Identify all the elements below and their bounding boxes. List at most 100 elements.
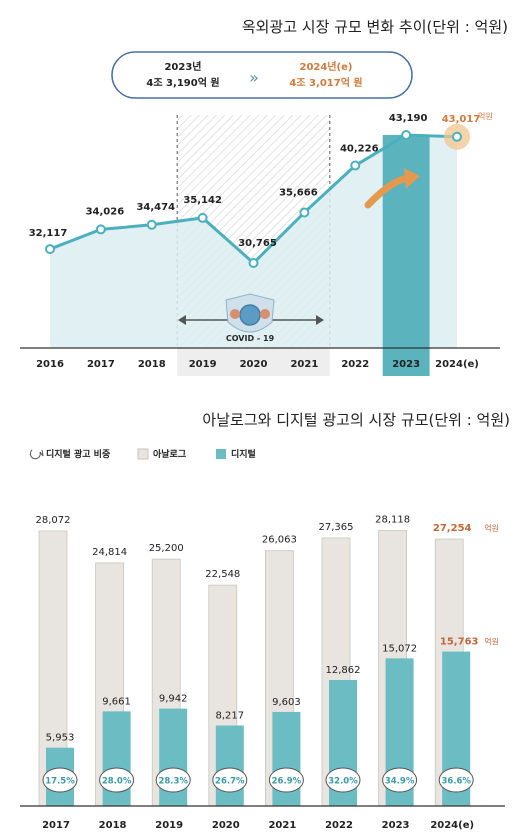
legend-digital-label: 디지털 (231, 448, 256, 460)
share-bubble (382, 767, 418, 793)
data-point (197, 212, 208, 223)
line-area-fill (50, 135, 457, 348)
data-point (350, 160, 361, 171)
analog-last-unit: 억원 (484, 523, 499, 533)
digital-value-label: 15,763 (440, 637, 479, 648)
callout-right-value: 4조 3,017억 원 (289, 76, 362, 89)
share-label: 36.6% (441, 777, 471, 787)
callout-arrow-icon: » (249, 68, 259, 87)
x-tick-label: 2019 (155, 820, 183, 831)
value-label: 30,765 (238, 238, 277, 249)
analog-value-label: 27,365 (319, 522, 354, 533)
analog-value-label: 25,200 (149, 543, 184, 554)
share-label: 28.3% (158, 777, 188, 787)
x-tick-label: 2016 (36, 359, 64, 370)
value-label: 35,142 (183, 195, 222, 206)
digital-bar (385, 658, 414, 806)
data-point (95, 224, 106, 235)
analog-value-label: 28,072 (36, 515, 71, 526)
callout-left-value: 4조 3,190억 원 (146, 76, 219, 89)
digital-last-unit: 억원 (484, 637, 499, 647)
digital-bar (46, 747, 74, 806)
share-bubble (99, 767, 135, 793)
digital-value-label: 12,862 (326, 665, 361, 676)
digital-bar (272, 711, 301, 806)
share-bubble (438, 767, 474, 793)
covid-virus-icon (178, 293, 324, 333)
data-point (452, 131, 462, 142)
analog-bar (151, 558, 181, 807)
last-value-unit: 억원 (478, 111, 493, 121)
share-label: 26.9% (272, 777, 302, 787)
share-label: 17.5% (45, 777, 75, 787)
bar-chart-title: 아날로그와 디지털 광고의 시장 규모(단위 : 억원) (202, 411, 510, 429)
analog-value-label: 22,548 (205, 569, 240, 580)
legend-share-label: 디지털 광고 비중 (46, 448, 110, 460)
legend-digital-swatch (216, 449, 226, 459)
share-bubble (268, 767, 304, 793)
callout-box: 2023년 4조 3,190억 원 » 2024년(e) 4조 3,017억 원 (111, 51, 413, 99)
share-bubble (155, 767, 191, 793)
analog-bar (434, 538, 464, 807)
line-chart: 32,117 34,026 34,474 35,142 30,765 35,666 40,2… (20, 51, 500, 376)
x-tick-label: 2024(e) (435, 359, 479, 370)
line-chart-title: 옥외광고 시장 규모 변화 추이(단위 : 억원) (241, 18, 508, 36)
legend-analog-swatch (137, 448, 149, 460)
analog-value-label: 27,254 (433, 523, 472, 534)
analog-value-label: 26,063 (262, 535, 297, 546)
share-bubble (212, 767, 248, 793)
analog-bar (264, 550, 294, 807)
digital-bar (102, 711, 131, 806)
x-tick-label: 2017 (87, 359, 115, 370)
digital-bar (442, 651, 471, 806)
growth-arrow-icon (364, 168, 420, 209)
analog-bar (95, 562, 124, 807)
digital-value-label: 15,072 (382, 643, 417, 654)
digital-value-label: 9,603 (272, 697, 301, 708)
share-bubble (325, 767, 361, 793)
share-label: 32.0% (328, 777, 358, 787)
x-tick-label: 2024(e) (430, 820, 474, 831)
share-label: 26.7% (215, 777, 245, 787)
share-bubble (42, 767, 78, 793)
data-point (146, 219, 157, 230)
analog-bar (321, 537, 351, 807)
data-point (401, 130, 412, 140)
data-point (299, 207, 310, 218)
analog-bar (378, 530, 408, 807)
x-tick-label: 2018 (138, 359, 166, 370)
value-label: 34,474 (136, 202, 175, 213)
digital-value-label: 5,953 (46, 733, 75, 744)
x-tick-label: 2022 (341, 359, 369, 370)
analog-value-label: 28,118 (375, 515, 410, 526)
share-label: 34.9% (385, 777, 415, 787)
covid-axis-band (177, 348, 330, 376)
digital-bar (215, 725, 244, 806)
value-label: 35,666 (279, 188, 318, 199)
x-tick-label: 2021 (268, 820, 296, 831)
value-label: 32,117 (29, 228, 68, 239)
x-tick-label: 2023 (392, 359, 420, 370)
digital-bar (159, 708, 188, 806)
callout-right-year: 2024년(e) (300, 60, 353, 73)
callout-left-year: 2023년 (164, 60, 201, 73)
x-tick-label: 2020 (240, 359, 268, 370)
highlight-axis-band (382, 348, 430, 376)
data-point (248, 258, 259, 268)
analog-value-label: 24,814 (92, 547, 127, 558)
legend: 디지털 광고 비중 아날로그 디지털 (29, 448, 256, 460)
x-tick-label: 2022 (325, 820, 353, 831)
value-label: 43,190 (389, 113, 428, 124)
x-tick-label: 2019 (189, 359, 217, 370)
value-label: 43,017 (442, 114, 481, 125)
digital-value-label: 8,217 (215, 711, 244, 722)
digital-value-label: 9,942 (159, 694, 188, 705)
value-label: 40,226 (340, 144, 379, 155)
value-label: 34,026 (86, 206, 125, 217)
x-tick-label: 2021 (290, 359, 318, 370)
x-tick-label: 2020 (212, 820, 240, 831)
data-point (45, 244, 55, 255)
legend-analog-label: 아날로그 (153, 448, 186, 460)
share-label: 28.0% (102, 777, 132, 787)
